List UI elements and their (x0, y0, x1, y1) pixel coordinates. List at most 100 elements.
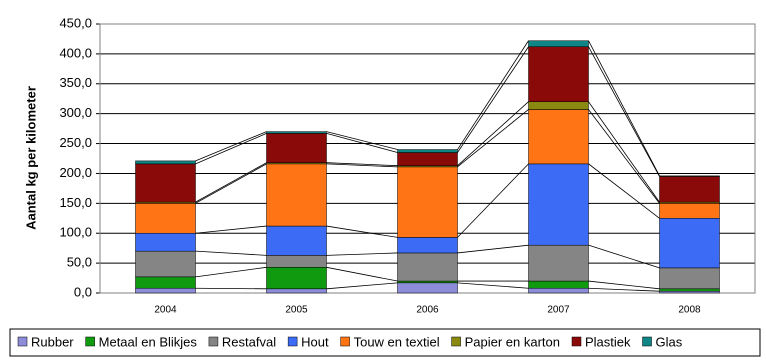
bar-segment (397, 166, 458, 238)
series-line (326, 163, 398, 168)
bar-segment (528, 287, 589, 294)
series-line (326, 133, 398, 153)
bar-segment (659, 288, 720, 292)
x-tick-label: 2004 (154, 305, 177, 316)
legend-box (9, 328, 761, 357)
series-line (195, 266, 267, 278)
legend-label: Hout (301, 334, 329, 349)
series-line (588, 40, 660, 177)
series-line (195, 287, 267, 290)
x-tick-label: 2007 (547, 305, 570, 316)
x-tick-label: 2005 (285, 305, 308, 316)
bar-segment (266, 255, 327, 268)
series-line (457, 101, 529, 166)
bar-segment (266, 163, 327, 227)
bar-segment (397, 282, 458, 294)
bar-segment (266, 225, 327, 256)
series-line (588, 163, 660, 219)
series-line (588, 109, 660, 204)
series-line (588, 287, 660, 292)
legend-swatch (642, 336, 652, 347)
bar-segment (135, 160, 196, 165)
x-tick-label: 2006 (416, 305, 439, 316)
bar-segment (135, 276, 196, 289)
bar-segment (135, 163, 196, 203)
series-line (457, 282, 529, 289)
bar-segment (659, 267, 720, 290)
series-line (326, 225, 398, 238)
series-line (326, 162, 398, 167)
legend-swatch (17, 336, 28, 347)
y-tick-label: 400,0 (59, 45, 92, 60)
y-tick-label: 150,0 (59, 195, 92, 210)
y-tick-label: 350,0 (59, 75, 92, 90)
series-line (195, 131, 267, 162)
bar-segment (528, 280, 589, 289)
bar-segment (659, 176, 720, 203)
bar-segment (528, 163, 589, 246)
series-line (457, 244, 529, 254)
bar-segment (528, 46, 589, 102)
series-line (457, 40, 529, 150)
series-line (195, 225, 267, 234)
bar-segment (135, 250, 196, 278)
bar-segment (135, 287, 196, 294)
series-line (326, 131, 398, 150)
bar-segment (397, 152, 458, 166)
series-line (326, 266, 398, 282)
legend-label: Papier en karton (465, 334, 560, 349)
series-line (326, 282, 398, 290)
bar-segment (397, 280, 458, 284)
legend-label: Rubber (31, 334, 74, 349)
bar-segment (659, 203, 720, 219)
legend-label: Touw en textiel (354, 334, 440, 349)
x-tick-label: 2008 (678, 305, 701, 316)
legend-label: Metaal en Blikjes (99, 334, 198, 349)
bar-segment (135, 232, 196, 252)
y-tick-label: 450,0 (59, 15, 92, 30)
bar-segment (266, 288, 327, 294)
series-line (195, 162, 267, 203)
series-line (457, 163, 529, 238)
bar-segment (528, 101, 589, 110)
series-line (195, 133, 267, 165)
legend-label: Restafval (222, 334, 276, 349)
series-line (588, 46, 660, 177)
bar-segment (528, 244, 589, 282)
y-tick-label: 250,0 (59, 135, 92, 150)
series-line (195, 250, 267, 256)
series-line (588, 244, 660, 269)
legend-label: Glas (656, 334, 683, 349)
series-line (588, 101, 660, 203)
series-line (195, 163, 267, 204)
bar-segment (397, 252, 458, 282)
legend-swatch (340, 336, 350, 347)
y-tick-label: 50,0 (67, 255, 92, 270)
legend-swatch (451, 336, 461, 347)
bar-segment (266, 133, 327, 163)
bar-segment (266, 131, 327, 134)
series-line (457, 109, 529, 168)
series-line (588, 280, 660, 290)
y-tick-label: 0,0 (74, 284, 92, 299)
bar-segment (266, 267, 327, 290)
bar-segment (135, 203, 196, 234)
bar-segment (659, 290, 720, 294)
legend-swatch (287, 336, 298, 347)
bar-segment (397, 149, 458, 153)
bar-segment (659, 175, 720, 177)
bar-segment (528, 109, 589, 165)
bar-segment (528, 40, 589, 47)
legend-label: Plastiek (585, 334, 631, 349)
series-line (326, 252, 398, 256)
y-tick-label: 100,0 (59, 225, 92, 240)
legend-swatch (208, 336, 219, 347)
bar-segment (659, 218, 720, 269)
series-line (457, 46, 529, 153)
y-tick-label: 300,0 (59, 105, 92, 120)
y-axis-label: Aantal kg per kilometer (23, 86, 38, 230)
bar-segment (397, 237, 458, 254)
legend-swatch (571, 336, 582, 347)
